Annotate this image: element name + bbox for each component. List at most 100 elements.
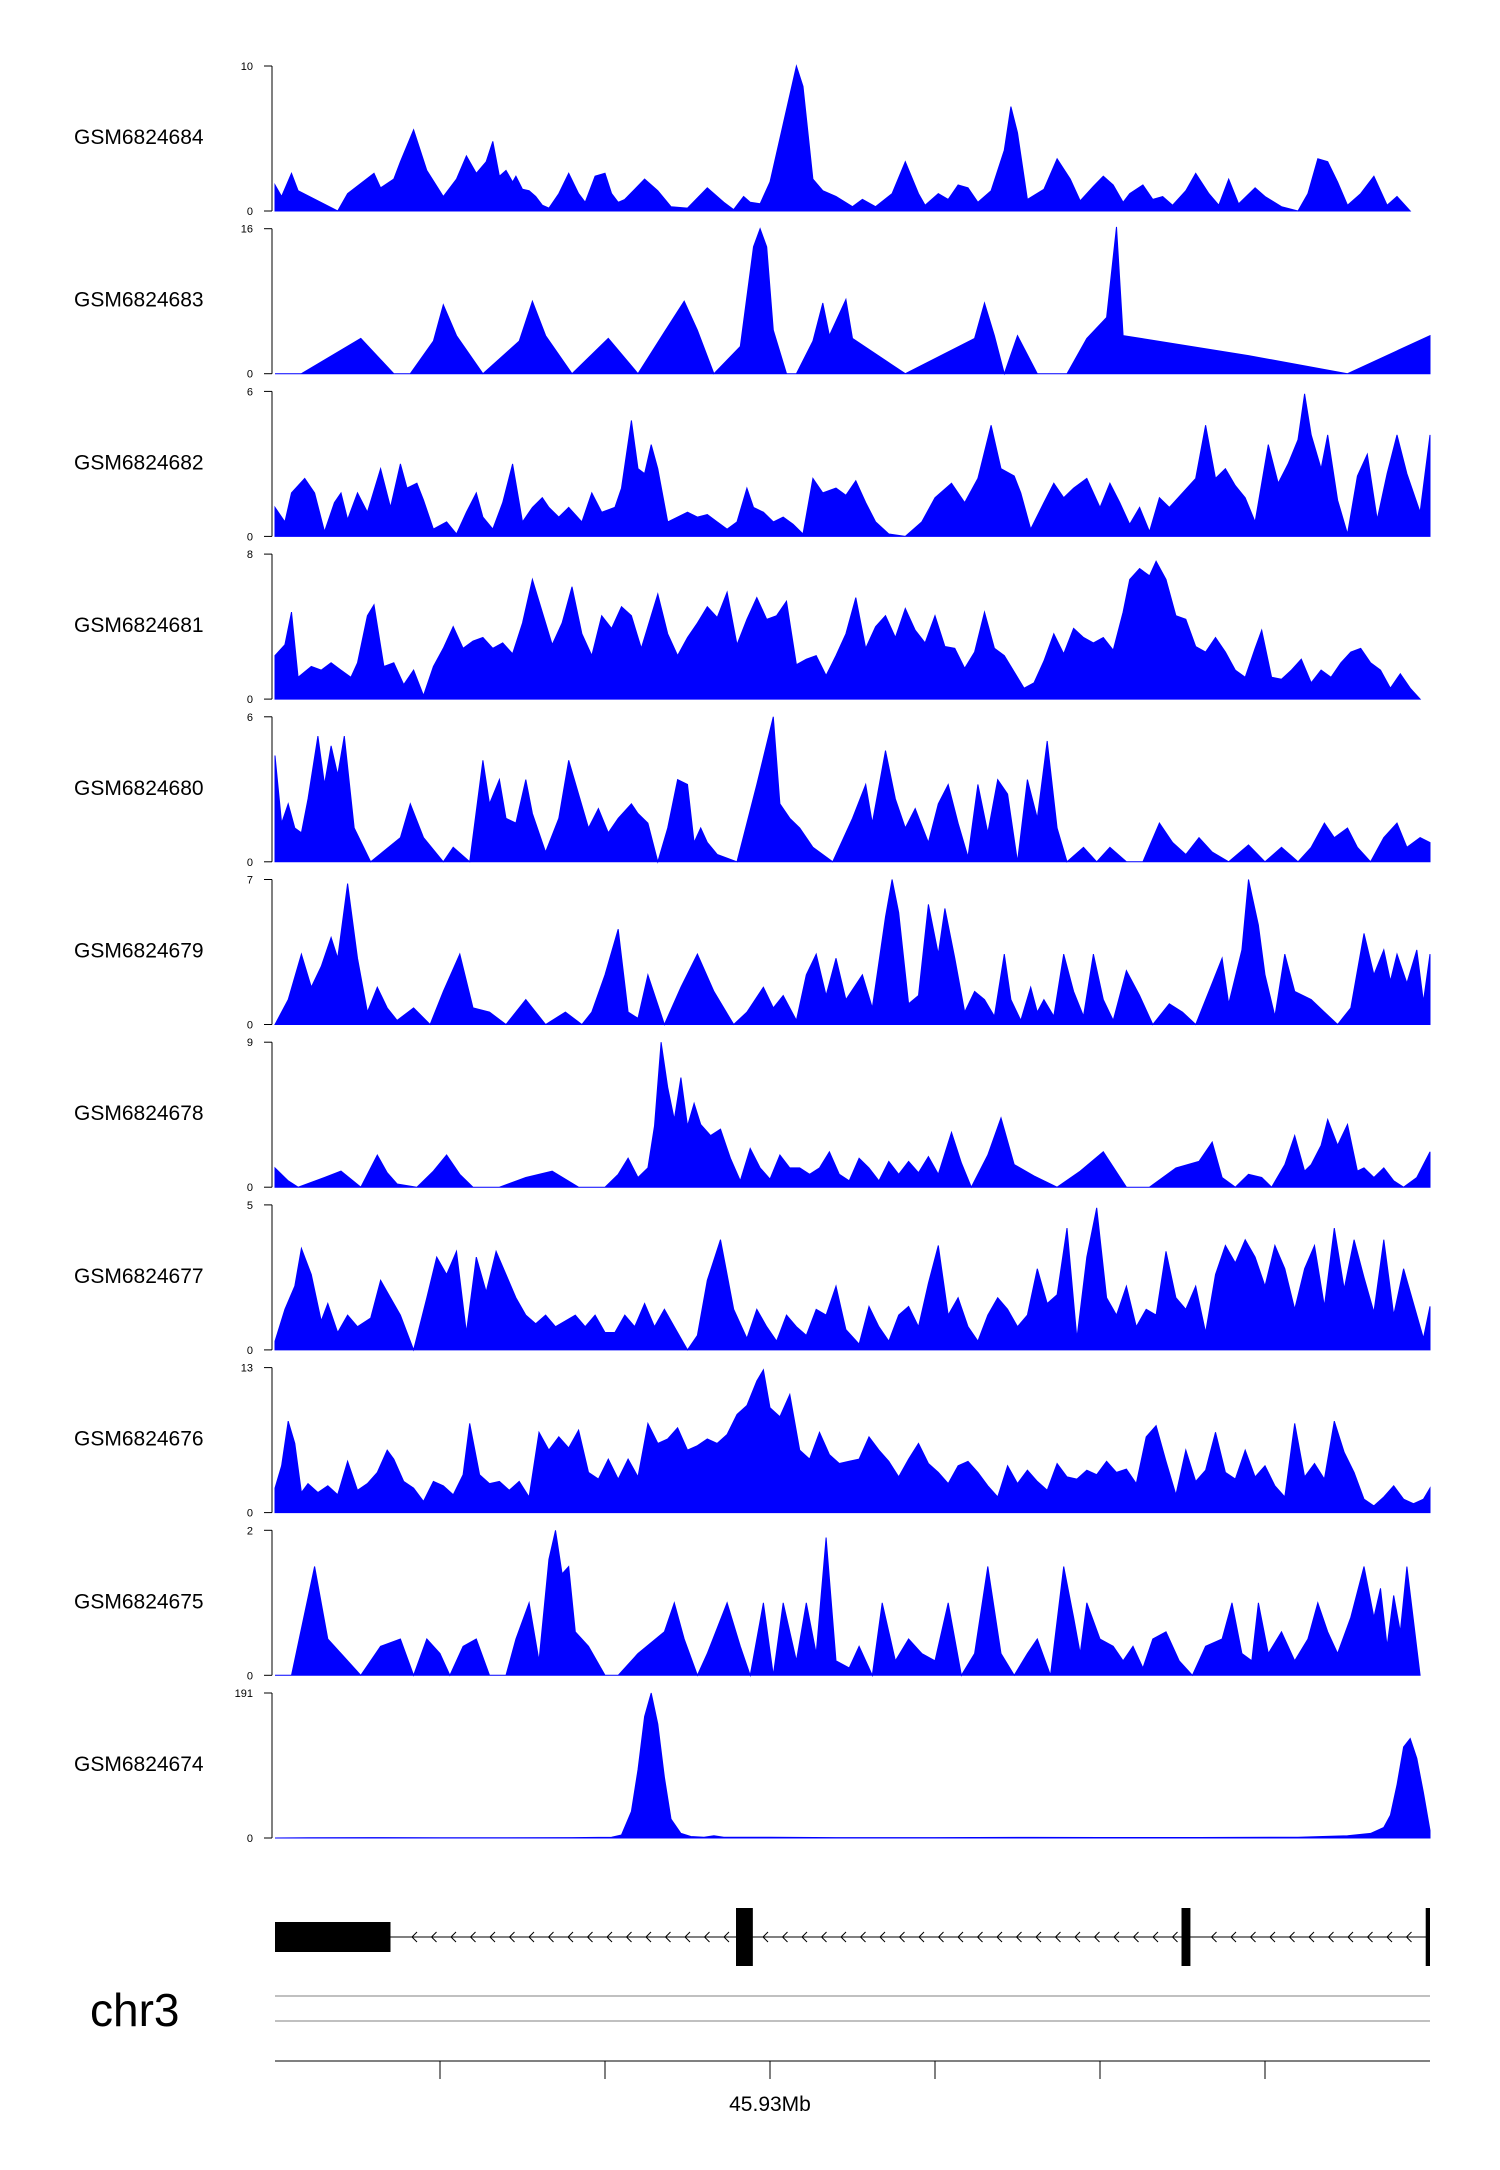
strand-arrow-icon — [1210, 1931, 1217, 1943]
coverage-area — [274, 1368, 1431, 1514]
track-label: GSM6824680 — [74, 777, 204, 800]
y-tick-label-max: 10 — [241, 61, 253, 73]
strand-arrow-icon — [1288, 1931, 1295, 1943]
strand-arrow-icon — [606, 1931, 613, 1943]
gene-model-track — [275, 1908, 1430, 1966]
strand-arrow-icon — [528, 1931, 535, 1943]
strand-arrow-icon — [1093, 1931, 1100, 1943]
y-tick-label-min: 0 — [247, 369, 253, 381]
strand-arrow-icon — [859, 1931, 866, 1943]
gene-exon — [736, 1908, 753, 1966]
track-label: GSM6824675 — [74, 1590, 204, 1613]
strand-arrow-icon — [996, 1931, 1003, 1943]
track-label: GSM6824682 — [74, 451, 204, 474]
strand-arrow-icon — [1113, 1931, 1120, 1943]
track-gsm6824678: GSM6824678 9 0 — [74, 1037, 1431, 1194]
y-tick-label-max: 2 — [247, 1525, 253, 1537]
strand-arrow-icon — [1308, 1931, 1315, 1943]
track-gsm6824684: GSM6824684 10 0 — [74, 61, 1412, 218]
genome-axis: chr3 45.93Mb — [90, 1984, 1430, 2116]
genome-axis-coordinate-label: 45.93Mb — [729, 2093, 811, 2116]
track-gsm6824676: GSM6824676 13 0 — [74, 1363, 1431, 1520]
y-tick-label-max: 5 — [247, 1200, 253, 1212]
strand-arrow-icon — [567, 1931, 574, 1943]
strand-arrow-icon — [450, 1931, 457, 1943]
coverage-tracks: GSM6824684100GSM6824683160GSM682468260GS… — [74, 61, 1431, 1845]
strand-arrow-icon — [840, 1931, 847, 1943]
strand-arrow-icon — [1366, 1931, 1373, 1943]
track-label: GSM6824683 — [74, 289, 204, 312]
track-label: GSM6824681 — [74, 614, 204, 637]
strand-arrow-icon — [957, 1931, 964, 1943]
coverage-area — [274, 64, 1412, 212]
y-tick-label-max: 13 — [241, 1363, 253, 1375]
strand-arrow-icon — [1015, 1931, 1022, 1943]
track-gsm6824680: GSM6824680 6 0 — [74, 712, 1431, 869]
strand-arrow-icon — [1405, 1931, 1412, 1943]
strand-arrow-icon — [976, 1931, 983, 1943]
strand-arrow-icon — [1152, 1931, 1159, 1943]
y-tick-label-max: 16 — [241, 224, 253, 236]
strand-arrow-icon — [1132, 1931, 1139, 1943]
strand-arrow-icon — [1230, 1931, 1237, 1943]
track-label: GSM6824679 — [74, 940, 204, 963]
strand-arrow-icon — [1347, 1931, 1354, 1943]
strand-arrow-icon — [801, 1931, 808, 1943]
strand-arrow-icon — [1249, 1931, 1256, 1943]
y-tick-label-max: 8 — [247, 549, 253, 561]
strand-arrow-icon — [1386, 1931, 1393, 1943]
track-label: GSM6824678 — [74, 1102, 204, 1125]
y-tick-label-max: 191 — [235, 1688, 253, 1700]
strand-arrow-icon — [508, 1931, 515, 1943]
coverage-area — [274, 879, 1431, 1026]
y-tick-label-min: 0 — [247, 1833, 253, 1845]
track-gsm6824683: GSM6824683 16 0 — [74, 224, 1431, 381]
y-tick-label-max: 9 — [247, 1037, 253, 1049]
strand-arrow-icon — [1327, 1931, 1334, 1943]
coverage-area — [274, 1692, 1431, 1839]
strand-arrow-icon — [411, 1931, 418, 1943]
y-tick-label-min: 0 — [247, 206, 253, 218]
track-gsm6824679: GSM6824679 7 0 — [74, 875, 1431, 1032]
strand-arrow-icon — [489, 1931, 496, 1943]
track-gsm6824675: GSM6824675 2 0 — [74, 1525, 1421, 1682]
track-label: GSM6824674 — [74, 1753, 204, 1776]
gene-exon — [1181, 1908, 1191, 1966]
track-gsm6824674: GSM6824674 191 0 — [74, 1688, 1431, 1845]
y-tick-label-min: 0 — [247, 1345, 253, 1357]
y-tick-label-min: 0 — [247, 1182, 253, 1194]
track-gsm6824677: GSM6824677 5 0 — [74, 1200, 1431, 1357]
strand-arrow-icon — [703, 1931, 710, 1943]
y-tick-label-min: 0 — [247, 1020, 253, 1032]
track-label: GSM6824684 — [74, 126, 204, 149]
gene-exon — [275, 1922, 391, 1952]
y-tick-label-min: 0 — [247, 1670, 253, 1682]
coverage-area — [274, 1042, 1431, 1189]
y-tick-label-max: 6 — [247, 386, 253, 398]
strand-arrow-icon — [879, 1931, 886, 1943]
strand-arrow-icon — [586, 1931, 593, 1943]
y-tick-label-min: 0 — [247, 531, 253, 543]
strand-arrow-icon — [1269, 1931, 1276, 1943]
coverage-area — [274, 560, 1422, 700]
strand-arrow-icon — [723, 1931, 730, 1943]
track-gsm6824682: GSM6824682 6 0 — [74, 386, 1431, 543]
track-label: GSM6824677 — [74, 1265, 204, 1288]
coverage-area — [275, 226, 1431, 376]
strand-arrow-icon — [664, 1931, 671, 1943]
coverage-area — [274, 1207, 1431, 1352]
strand-arrow-icon — [684, 1931, 691, 1943]
strand-arrow-icon — [918, 1931, 925, 1943]
strand-arrow-icon — [625, 1931, 632, 1943]
strand-arrow-icon — [937, 1931, 944, 1943]
strand-arrow-icon — [820, 1931, 827, 1943]
y-tick-label-min: 0 — [247, 857, 253, 869]
track-label: GSM6824676 — [74, 1428, 204, 1451]
chromosome-label: chr3 — [90, 1984, 179, 2036]
coverage-area — [274, 393, 1431, 537]
strand-arrow-icon — [469, 1931, 476, 1943]
y-tick-label-min: 0 — [247, 694, 253, 706]
coverage-area — [275, 1530, 1421, 1678]
strand-arrow-icon — [1035, 1931, 1042, 1943]
strand-arrow-icon — [1054, 1931, 1061, 1943]
